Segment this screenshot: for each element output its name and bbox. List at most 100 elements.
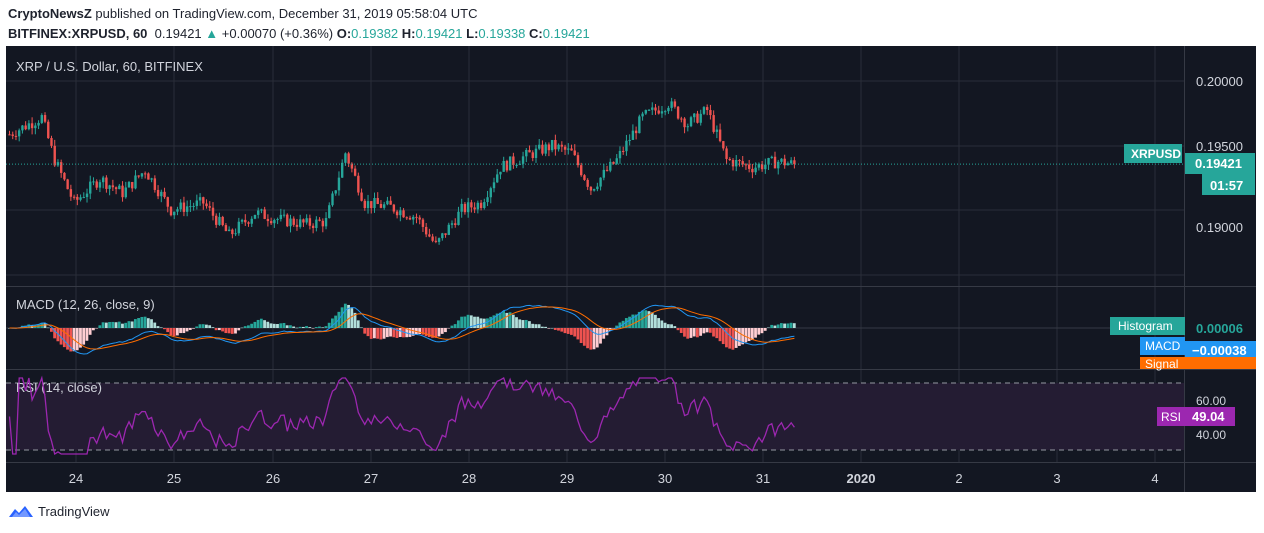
- candle-down: [560, 144, 564, 147]
- candle-up: [447, 224, 450, 235]
- candle-down: [205, 203, 208, 207]
- candle-up: [227, 229, 231, 232]
- histogram-bar: [431, 328, 434, 338]
- candle-down: [50, 138, 53, 146]
- histogram-bar: [369, 328, 373, 339]
- published-text: published on TradingView.com, December 3…: [95, 6, 478, 21]
- candle-down: [405, 217, 408, 219]
- candle-down: [680, 118, 683, 120]
- rsi-tag: RSI: [1161, 410, 1181, 424]
- histogram-bar: [447, 328, 451, 329]
- histogram-bar: [385, 328, 389, 338]
- chart-svg[interactable]: XRP / U.S. Dollar, 60, BITFINEX 0.20000 …: [6, 46, 1256, 492]
- histogram-bar: [217, 328, 221, 331]
- histogram-bar: [747, 328, 751, 342]
- candle-down: [131, 182, 134, 189]
- histogram-bar: [576, 328, 580, 340]
- candle-up: [670, 101, 673, 108]
- histogram-bar: [101, 322, 105, 328]
- candle-down: [95, 181, 98, 188]
- candle-down: [308, 218, 312, 226]
- candle-down: [24, 125, 27, 130]
- histogram-bar: [62, 328, 66, 348]
- histogram-bar: [79, 328, 82, 348]
- footer-brand[interactable]: TradingView: [38, 503, 110, 519]
- candle-up: [373, 198, 376, 209]
- symbol-tag-bg: [1124, 144, 1182, 163]
- candle-up: [638, 116, 641, 134]
- candle-down: [163, 191, 166, 198]
- rsi-level-label: 40.00: [1196, 428, 1226, 442]
- histogram-bar: [479, 318, 483, 328]
- candle-down: [321, 220, 325, 227]
- histogram-bar: [505, 312, 509, 328]
- macd-tag-bg: [1140, 337, 1185, 355]
- histogram-bar: [760, 328, 764, 334]
- histogram-bar: [43, 323, 47, 328]
- histogram-bar: [763, 328, 767, 331]
- candle-up: [647, 109, 651, 111]
- histogram-bar: [53, 328, 57, 339]
- histogram-bar: [130, 321, 134, 328]
- open-value: 0.19382: [351, 26, 399, 41]
- histogram-bar: [540, 326, 544, 328]
- candle-down: [424, 226, 428, 235]
- histogram-bar: [641, 310, 644, 328]
- signal-line: [9, 306, 795, 350]
- histogram-bar: [718, 328, 722, 342]
- candle-down: [318, 219, 321, 221]
- histogram-tag-bg: [1110, 317, 1185, 335]
- candle-down: [215, 215, 218, 225]
- candle-up: [279, 214, 283, 220]
- candle-up: [366, 201, 370, 209]
- histogram-bar: [298, 326, 302, 328]
- price-axis-label: 0.19500: [1196, 139, 1243, 154]
- histogram-bar: [350, 308, 354, 328]
- histogram-bar: [88, 328, 92, 335]
- candle-up: [686, 126, 689, 128]
- histogram-bar: [528, 321, 531, 328]
- histogram-bar: [247, 325, 250, 328]
- chart-panel[interactable]: XRP / U.S. Dollar, 60, BITFINEX 0.20000 …: [6, 46, 1256, 492]
- histogram-bar: [715, 328, 719, 339]
- histogram-bar: [356, 320, 360, 328]
- macd-value-bg: [1185, 341, 1256, 359]
- footer[interactable]: TradingView: [8, 503, 110, 519]
- histogram-bar: [595, 328, 599, 348]
- histogram-bar: [463, 316, 467, 328]
- candle-down: [722, 141, 725, 149]
- candle-up: [699, 113, 702, 123]
- histogram-bar: [612, 328, 615, 329]
- candle-down: [747, 164, 751, 169]
- candle-down: [434, 240, 438, 242]
- histogram-bar: [75, 328, 79, 351]
- rsi-level-label: 60.00: [1196, 394, 1226, 408]
- candle-down: [589, 186, 593, 191]
- candle-up: [127, 182, 131, 188]
- histogram-bar: [124, 322, 128, 328]
- histogram-bar: [253, 321, 257, 328]
- candle-down: [30, 123, 34, 129]
- candle-up: [331, 193, 334, 206]
- histogram-bar: [318, 326, 321, 328]
- candle-up: [27, 123, 31, 130]
- candle-up: [328, 205, 331, 219]
- candle-down: [311, 225, 315, 228]
- histogram-bar: [615, 325, 619, 328]
- candle-up: [124, 187, 127, 198]
- high-value: 0.19421: [415, 26, 463, 41]
- histogram-bar: [725, 328, 728, 348]
- low-label: L:: [466, 26, 479, 41]
- time-axis-label: 25: [167, 471, 181, 486]
- histogram-bar: [531, 323, 535, 328]
- author-name[interactable]: CryptoNewsZ: [8, 6, 92, 21]
- candle-down: [696, 113, 699, 123]
- histogram-bar: [389, 328, 392, 337]
- candle-up: [441, 233, 444, 239]
- candle-down: [111, 185, 115, 188]
- histogram-bar: [469, 315, 473, 328]
- histogram-bar: [395, 328, 399, 338]
- candle-down: [580, 165, 583, 176]
- histogram-bar: [98, 325, 102, 328]
- histogram-bar: [224, 328, 228, 334]
